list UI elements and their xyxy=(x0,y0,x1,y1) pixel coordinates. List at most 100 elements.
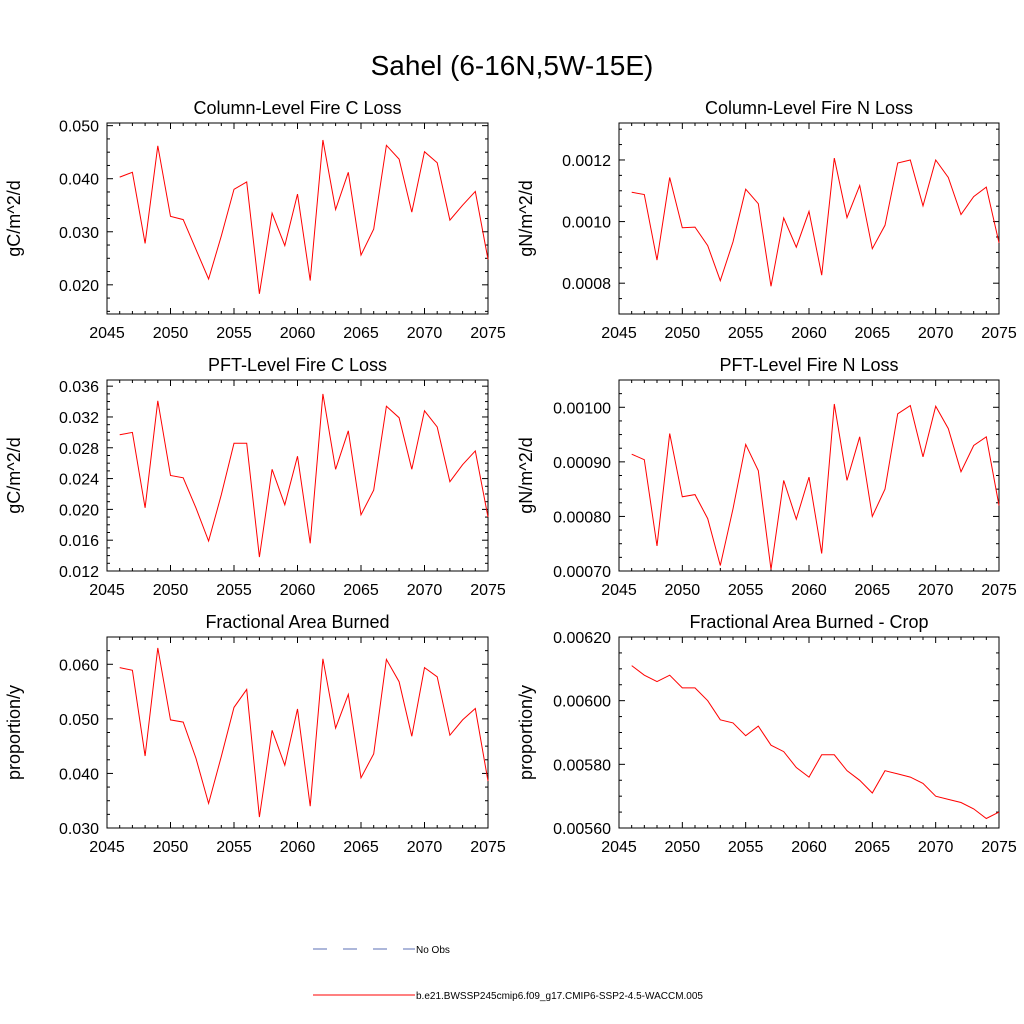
series-line xyxy=(119,393,489,558)
x-tick-label: 2065 xyxy=(343,582,379,599)
plot-frame xyxy=(106,636,489,829)
x-tick-label: 2055 xyxy=(216,325,252,342)
y-tick-label: 0.020 xyxy=(59,502,99,519)
x-tick-label: 2055 xyxy=(216,582,252,599)
series-line xyxy=(119,647,489,818)
x-tick-label: 2045 xyxy=(601,325,637,342)
y-tick-label: 0.00580 xyxy=(553,757,611,774)
x-tick-label: 2060 xyxy=(791,582,827,599)
figure-title: Sahel (6-16N,5W-15E) xyxy=(371,50,654,81)
y-tick-label: 0.030 xyxy=(59,821,99,838)
y-tick-label: 0.040 xyxy=(59,172,99,189)
x-tick-label: 2070 xyxy=(918,839,954,856)
y-tick-label: 0.050 xyxy=(59,119,99,136)
x-tick-label: 2070 xyxy=(407,839,443,856)
y-tick-label: 0.0010 xyxy=(562,215,611,232)
x-tick-label: 2065 xyxy=(343,839,379,856)
y-axis-label: gC/m^2/d xyxy=(4,180,24,256)
x-tick-label: 2070 xyxy=(918,582,954,599)
x-tick-label: 2055 xyxy=(728,325,764,342)
y-tick-label: 0.024 xyxy=(59,472,99,489)
panel-title: Column-Level Fire C Loss xyxy=(193,98,401,118)
y-tick-label: 0.00100 xyxy=(553,400,611,417)
y-tick-label: 0.012 xyxy=(59,564,99,581)
panels: 2045 2050 2055 2060 2065 2070 2075 0.020 0.030 0.… xyxy=(4,98,1017,856)
chart-panel: 2045 2050 2055 2060 2065 2070 2075 0.020 0.030 0.… xyxy=(4,98,506,342)
x-tick-label: 2065 xyxy=(855,325,891,342)
panel-title: Fractional Area Burned xyxy=(205,612,389,632)
y-tick-label: 0.050 xyxy=(59,712,99,729)
x-tick-label: 2065 xyxy=(855,582,891,599)
series-line xyxy=(119,139,489,294)
plot-frame xyxy=(618,379,1000,572)
y-axis-label: gN/m^2/d xyxy=(516,437,536,513)
x-tick-label: 2075 xyxy=(470,582,506,599)
x-tick-label: 2060 xyxy=(280,582,316,599)
x-tick-label: 2055 xyxy=(216,839,252,856)
x-tick-label: 2045 xyxy=(89,325,125,342)
chart-panel: 2045 2050 2055 2060 2065 2070 2075 0.0008 0.0010… xyxy=(516,98,1017,342)
y-axis-label: gN/m^2/d xyxy=(516,180,536,256)
x-tick-label: 2060 xyxy=(791,839,827,856)
x-tick-label: 2075 xyxy=(981,839,1017,856)
chart-panel: 2045 2050 2055 2060 2065 2070 2075 0.030 0.040 0.… xyxy=(4,612,506,856)
y-axis-label: proportion/y xyxy=(4,685,24,780)
x-tick-label: 2050 xyxy=(153,582,189,599)
x-tick-label: 2050 xyxy=(665,325,701,342)
y-tick-label: 0.00560 xyxy=(553,821,611,838)
x-tick-label: 2055 xyxy=(728,582,764,599)
x-tick-label: 2075 xyxy=(981,582,1017,599)
panel-title: Column-Level Fire N Loss xyxy=(705,98,913,118)
y-tick-label: 0.00080 xyxy=(553,509,611,526)
y-tick-label: 0.00600 xyxy=(553,694,611,711)
x-tick-label: 2050 xyxy=(665,582,701,599)
x-tick-label: 2045 xyxy=(601,582,637,599)
y-tick-label: 0.060 xyxy=(59,657,99,674)
x-tick-label: 2070 xyxy=(407,582,443,599)
legend-model-label: b.e21.BWSSP245cmip6.f09_g17.CMIP6-SSP2-4… xyxy=(416,991,703,1002)
legend-obs-label: No Obs xyxy=(416,945,450,956)
plot-frame xyxy=(106,379,489,572)
x-tick-label: 2050 xyxy=(153,839,189,856)
y-tick-label: 0.0012 xyxy=(562,153,611,170)
series-line xyxy=(631,403,1000,570)
y-tick-label: 0.040 xyxy=(59,766,99,783)
legend: No Obs b.e21.BWSSP245cmip6.f09_g17.CMIP6… xyxy=(313,945,703,1002)
y-tick-label: 0.016 xyxy=(59,533,99,550)
x-tick-label: 2050 xyxy=(665,839,701,856)
y-tick-label: 0.020 xyxy=(59,278,99,295)
y-tick-label: 0.00620 xyxy=(553,630,611,647)
chart-panel: 2045 2050 2055 2060 2065 2070 2075 0.00560 0.005… xyxy=(516,612,1017,856)
panel-title: PFT-Level Fire C Loss xyxy=(208,355,387,375)
series-line xyxy=(631,665,1000,820)
x-tick-label: 2060 xyxy=(791,325,827,342)
x-tick-label: 2070 xyxy=(918,325,954,342)
chart-panel: 2045 2050 2055 2060 2065 2070 2075 0.00070 0.000… xyxy=(516,355,1017,599)
y-tick-label: 0.00090 xyxy=(553,455,611,472)
y-tick-label: 0.036 xyxy=(59,379,99,396)
x-tick-label: 2070 xyxy=(407,325,443,342)
y-tick-label: 0.032 xyxy=(59,410,99,427)
panel-title: PFT-Level Fire N Loss xyxy=(719,355,898,375)
x-tick-label: 2075 xyxy=(981,325,1017,342)
x-tick-label: 2045 xyxy=(601,839,637,856)
y-axis-label: proportion/y xyxy=(516,685,536,780)
x-tick-label: 2060 xyxy=(280,325,316,342)
x-tick-label: 2060 xyxy=(280,839,316,856)
y-axis-label: gC/m^2/d xyxy=(4,437,24,513)
x-tick-label: 2075 xyxy=(470,325,506,342)
chart-panel: 2045 2050 2055 2060 2065 2070 2075 0.012 0.016 0.… xyxy=(4,355,506,599)
plot-frame xyxy=(106,122,489,315)
x-tick-label: 2045 xyxy=(89,582,125,599)
x-tick-label: 2055 xyxy=(728,839,764,856)
x-tick-label: 2045 xyxy=(89,839,125,856)
x-tick-label: 2065 xyxy=(855,839,891,856)
y-tick-label: 0.028 xyxy=(59,441,99,458)
y-tick-label: 0.030 xyxy=(59,225,99,242)
series-line xyxy=(631,157,1000,287)
y-tick-label: 0.00070 xyxy=(553,564,611,581)
panel-title: Fractional Area Burned - Crop xyxy=(689,612,928,632)
x-tick-label: 2075 xyxy=(470,839,506,856)
x-tick-label: 2065 xyxy=(343,325,379,342)
